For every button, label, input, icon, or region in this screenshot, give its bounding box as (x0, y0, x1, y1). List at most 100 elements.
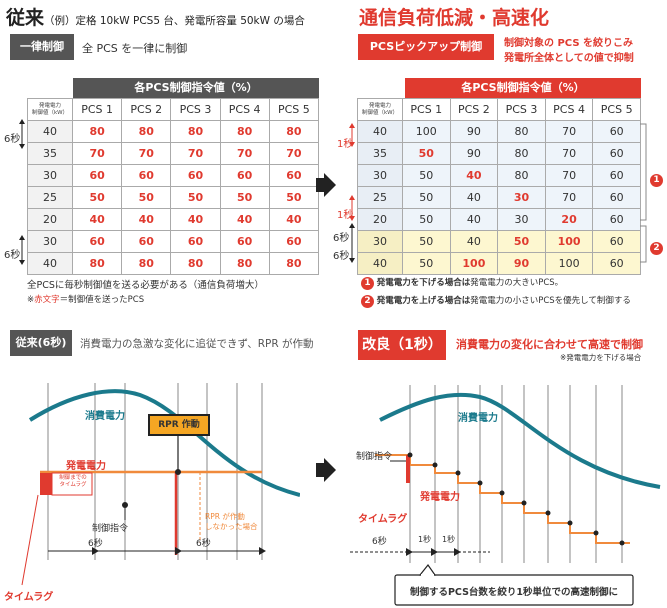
value-cell: 50 (402, 252, 451, 275)
bl-command-label: 制御指令 (92, 524, 129, 534)
column-header: PCS 2 (121, 98, 172, 121)
left-table-header: 各PCS制御指令値（%） (73, 78, 319, 98)
br-sec-1a: 1秒 (418, 535, 432, 544)
column-header: PCS 4 (544, 98, 594, 121)
value-cell: 30 (497, 208, 546, 231)
table-row: 35 70 70 70 70 70 (27, 142, 320, 165)
uniform-control-note: 全 PCS を一律に制御 (82, 42, 188, 55)
kw-cell: 30 (27, 230, 73, 253)
value-cell: 80 (71, 120, 123, 143)
kw-cell: 20 (357, 208, 403, 231)
column-header: PCS 3 (170, 98, 221, 121)
value-cell: 60 (268, 230, 320, 253)
uniform-control-tag: 一律制御 (10, 34, 74, 60)
br-generation-label: 発電電力 (420, 492, 460, 503)
value-cell: 70 (544, 120, 594, 143)
value-cell: 40 (449, 208, 499, 231)
kw-cell: 30 (357, 164, 403, 187)
value-cell: 50 (497, 230, 546, 253)
table-row: 30 50 40 50 100 60 (357, 230, 641, 253)
value-cell: 80 (497, 164, 546, 187)
bl-generation-label: 発電電力 (66, 461, 106, 472)
value-cell: 50 (121, 186, 172, 209)
improved-timeline-diagram (350, 385, 661, 606)
left-side-top: 6秒 (4, 134, 21, 145)
right-side-4: 6秒 (333, 251, 350, 262)
value-cell: 90 (449, 142, 499, 165)
kw-cell: 40 (27, 252, 73, 275)
left-note-1: 全PCSに毎秒制御値を送る必要がある（通信負荷増大） (27, 280, 264, 291)
table-row: 30 60 60 60 60 60 (27, 230, 320, 253)
value-cell: 80 (121, 120, 172, 143)
value-cell: 50 (402, 164, 451, 187)
value-cell: 70 (544, 164, 594, 187)
value-cell: 60 (592, 120, 641, 143)
table-row: 35 50 90 80 70 60 (357, 142, 641, 165)
right-title: 通信負荷低減・高速化 (359, 7, 550, 29)
column-header: PCS 5 (268, 98, 320, 121)
left-subtitle: （例）定格 10kW PCS5 台、発電所容量 50kW の場合 (44, 15, 305, 27)
value-cell: 80 (170, 252, 221, 275)
kw-cell: 20 (27, 208, 73, 231)
value-cell: 40 (449, 186, 499, 209)
value-cell: 50 (402, 230, 451, 253)
value-cell: 80 (219, 252, 270, 275)
table-row: 20 50 40 30 20 60 (357, 208, 641, 231)
lag-box-label: 制御までの タイムラグ (59, 475, 87, 488)
kw-cell: 40 (357, 120, 403, 143)
value-cell: 60 (592, 142, 641, 165)
left-bracket-arrows (19, 119, 25, 265)
left-command-table: 発電電力 制御値（kW） PCS 1 PCS 2 PCS 3 PCS 4 PCS 5 40 80… (27, 98, 320, 275)
value-cell: 40 (268, 208, 320, 231)
column-header: PCS 4 (219, 98, 270, 121)
right-bracket-arrows (349, 123, 355, 263)
value-cell: 40 (219, 208, 270, 231)
legend-2: 2 発電電力を上げる場合は発電電力の小さいPCSを優先して制御する (361, 294, 631, 308)
group-2-badge: 2 (650, 235, 663, 255)
column-header: PCS 1 (402, 98, 451, 121)
conventional-6s-tag: 従来(6秒) (10, 330, 72, 356)
callout-text: 制御するPCS台数を絞り1秒単位での高速制御に (409, 587, 619, 598)
value-cell: 60 (219, 164, 270, 187)
table-row: 40 50 100 90 100 60 (357, 252, 641, 275)
value-cell: 70 (268, 142, 320, 165)
value-cell: 50 (402, 142, 451, 165)
value-cell: 70 (544, 186, 594, 209)
rpr-note: RPR が作動 しなかった場合 (205, 512, 258, 531)
value-cell: 90 (449, 120, 499, 143)
table-row: 40 80 80 80 80 80 (27, 120, 320, 143)
value-cell: 80 (497, 142, 546, 165)
table-row: 25 50 40 30 70 60 (357, 186, 641, 209)
value-cell: 80 (170, 120, 221, 143)
value-cell: 60 (121, 164, 172, 187)
value-cell: 70 (170, 142, 221, 165)
right-side-1: 1秒 (337, 139, 354, 150)
pickup-note-1: 制御対象の PCS を絞りこみ (504, 38, 634, 49)
improved-subnote: ※発電電力を下げる場合 (560, 353, 642, 362)
kw-cell: 40 (357, 252, 403, 275)
value-cell: 100 (544, 252, 594, 275)
row-label-header: 発電電力 制御値（kW） (27, 98, 73, 121)
value-cell: 60 (592, 164, 641, 187)
value-cell: 60 (592, 186, 641, 209)
bottom-arrow-icon (316, 458, 336, 482)
br-sec-6: 6秒 (372, 537, 387, 547)
value-cell: 70 (219, 142, 270, 165)
value-cell: 100 (402, 120, 451, 143)
br-sec-1b: 1秒 (442, 535, 456, 544)
kw-cell: 35 (357, 142, 403, 165)
value-cell: 60 (170, 164, 221, 187)
value-cell: 50 (402, 186, 451, 209)
right-group-brackets (640, 123, 647, 263)
top-arrow-icon (316, 173, 336, 197)
right-side-3: 6秒 (333, 233, 350, 244)
table-row: 40 80 80 80 80 80 (27, 252, 320, 275)
value-cell: 50 (71, 186, 123, 209)
value-cell: 80 (219, 120, 270, 143)
left-note-2: ※赤文字＝制御値を送ったPCS (27, 295, 145, 305)
value-cell: 60 (71, 230, 123, 253)
value-cell: 60 (219, 230, 270, 253)
value-cell: 40 (449, 164, 499, 187)
pickup-control-tag: PCSピックアップ制御 (358, 34, 494, 60)
table-row: 20 40 40 40 40 40 (27, 208, 320, 231)
